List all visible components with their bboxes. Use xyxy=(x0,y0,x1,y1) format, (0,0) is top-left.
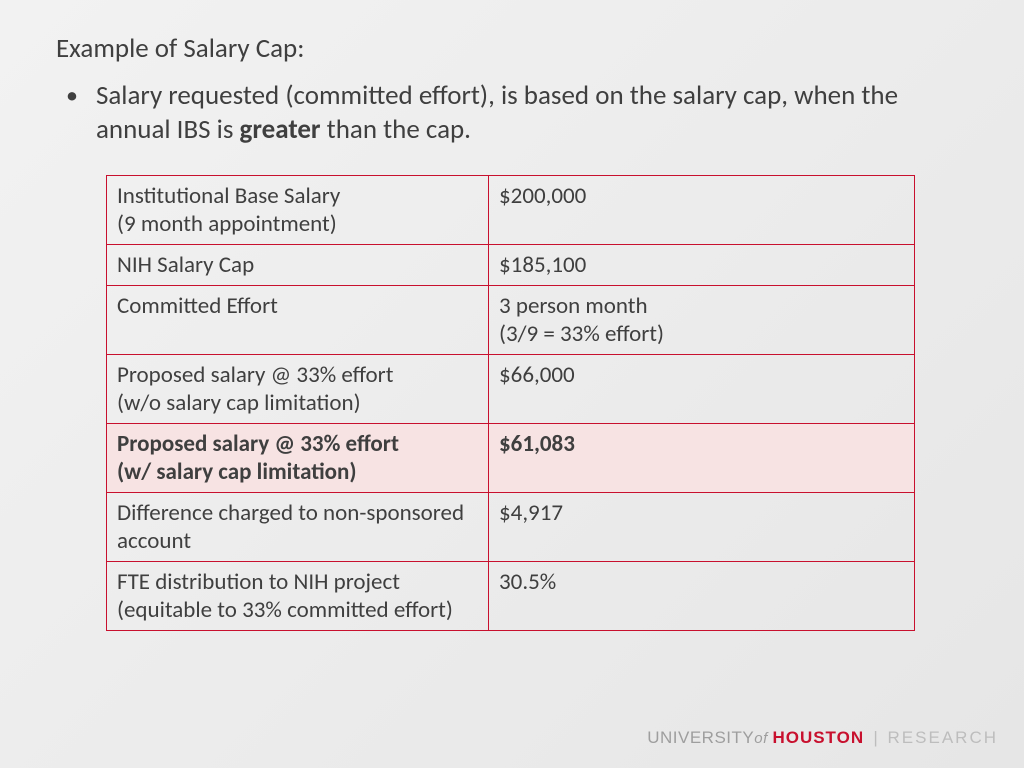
bullet-text-pre: Salary requested (committed effort), is … xyxy=(96,79,898,146)
table-cell-label: Institutional Base Salary (9 month appoi… xyxy=(107,176,489,245)
bullet-text-post: than the cap. xyxy=(321,113,471,146)
salary-cap-table-body: Institutional Base Salary (9 month appoi… xyxy=(107,176,915,631)
slide: Example of Salary Cap: • Salary requeste… xyxy=(0,0,1024,768)
bullet-text: Salary requested (committed effort), is … xyxy=(96,79,968,147)
bullet-marker: • xyxy=(66,79,78,113)
salary-cap-table: Institutional Base Salary (9 month appoi… xyxy=(106,175,915,631)
brand-university: UNIVERSITY xyxy=(647,728,754,747)
table-cell-value: 3 person month (3/9 = 33% effort) xyxy=(489,286,915,355)
table-cell-value: 30.5% xyxy=(489,562,915,631)
bullet-item: • Salary requested (committed effort), i… xyxy=(56,79,968,147)
table-cell-label: Difference charged to non-sponsored acco… xyxy=(107,493,489,562)
table-cell-label: Committed Effort xyxy=(107,286,489,355)
brand-research: RESEARCH xyxy=(888,728,998,747)
bullet-text-bold: greater xyxy=(240,113,321,146)
table-cell-label: Proposed salary @ 33% effort (w/ salary … xyxy=(107,424,489,493)
table-cell-label: Proposed salary @ 33% effort (w/o salary… xyxy=(107,355,489,424)
table-cell-label: FTE distribution to NIH project (equitab… xyxy=(107,562,489,631)
brand-houston: HOUSTON xyxy=(772,728,864,747)
table-row: Proposed salary @ 33% effort (w/o salary… xyxy=(107,355,915,424)
table-row: Institutional Base Salary (9 month appoi… xyxy=(107,176,915,245)
table-cell-value: $200,000 xyxy=(489,176,915,245)
table-row: Difference charged to non-sponsored acco… xyxy=(107,493,915,562)
table-cell-value: $61,083 xyxy=(489,424,915,493)
table-row: FTE distribution to NIH project (equitab… xyxy=(107,562,915,631)
table-row: NIH Salary Cap$185,100 xyxy=(107,245,915,286)
brand-of: of xyxy=(754,730,772,747)
table-cell-value: $66,000 xyxy=(489,355,915,424)
table-cell-value: $4,917 xyxy=(489,493,915,562)
table-row: Proposed salary @ 33% effort (w/ salary … xyxy=(107,424,915,493)
footer-brand: UNIVERSITYof HOUSTON | RESEARCH xyxy=(647,728,998,748)
table-row: Committed Effort3 person month (3/9 = 33… xyxy=(107,286,915,355)
table-cell-label: NIH Salary Cap xyxy=(107,245,489,286)
slide-title: Example of Salary Cap: xyxy=(56,32,968,65)
table-cell-value: $185,100 xyxy=(489,245,915,286)
brand-separator: | xyxy=(873,728,878,747)
